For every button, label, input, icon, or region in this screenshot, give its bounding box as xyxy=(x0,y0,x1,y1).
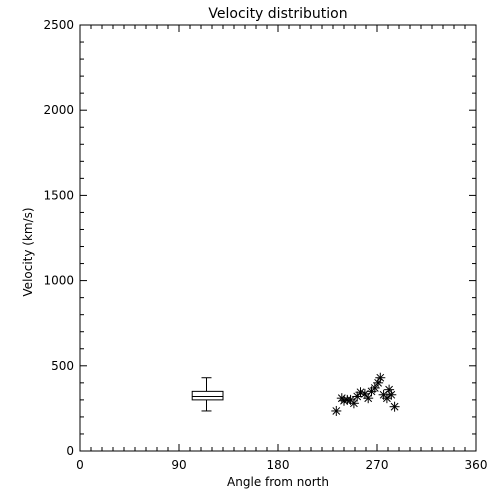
boxplot-box xyxy=(191,390,224,401)
scatter-series xyxy=(331,372,400,416)
asterisk-stroke xyxy=(390,402,399,411)
scatter-point xyxy=(369,382,380,393)
asterisk-stroke xyxy=(364,394,373,403)
boxplot xyxy=(191,377,224,412)
axis-ticks xyxy=(79,24,477,452)
asterisk-stroke xyxy=(370,384,379,392)
asterisk-stroke xyxy=(350,399,358,408)
x-axis-label: Angle from north xyxy=(227,475,329,489)
y-tick-label: 2000 xyxy=(43,103,74,117)
scatter-point xyxy=(355,387,366,398)
scatter-point xyxy=(389,401,400,412)
asterisk-stroke xyxy=(385,385,393,394)
scatter-point xyxy=(381,393,392,404)
asterisk-stroke xyxy=(387,390,396,399)
x-tick-label: 0 xyxy=(76,458,84,472)
asterisk-stroke xyxy=(332,407,341,415)
y-tick-label: 0 xyxy=(66,444,74,458)
y-tick-label: 2500 xyxy=(43,18,74,32)
x-tick-label: 360 xyxy=(465,458,488,472)
y-tick-label: 1000 xyxy=(43,274,74,288)
chart-title: Velocity distribution xyxy=(208,6,347,22)
axis-tick-labels: 0 90 180 270 360 0 500 1000 1500 2000 2500 xyxy=(43,18,487,472)
asterisk-stroke xyxy=(376,373,385,382)
y-tick-label: 1500 xyxy=(43,188,74,202)
scatter-point xyxy=(331,405,342,416)
y-tick-label: 500 xyxy=(51,359,74,373)
x-tick-label: 90 xyxy=(171,458,186,472)
asterisk-stroke xyxy=(353,392,362,401)
asterisk-stroke xyxy=(356,388,365,397)
x-tick-label: 270 xyxy=(366,458,389,472)
asterisk-stroke xyxy=(383,394,391,403)
plot-frame xyxy=(79,24,477,452)
x-tick-label: 180 xyxy=(267,458,290,472)
scatter-point xyxy=(375,372,386,383)
scatter-point xyxy=(386,389,397,400)
y-axis-label: Velocity (km/s) xyxy=(21,207,35,296)
